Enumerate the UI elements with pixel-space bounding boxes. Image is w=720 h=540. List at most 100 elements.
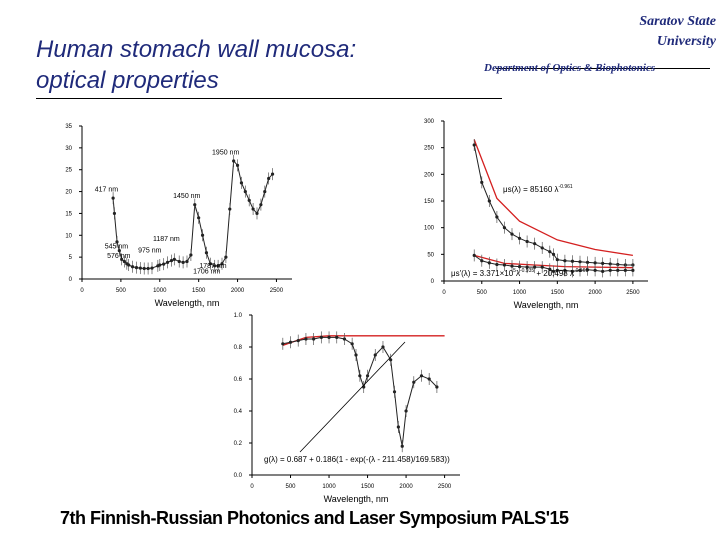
mus-fit-equation: μs(λ) = 85160 λ-0.961 [503,184,573,194]
data-point [365,374,370,378]
data-point [555,258,559,262]
data-point [585,260,590,264]
data-point [540,246,544,250]
x-tick-label: 2000 [231,288,245,294]
y-tick-label: 25 [65,168,72,174]
data-point [396,425,400,429]
data-point [502,263,507,267]
slide-title: Human stomach wall mucosa: optical prope… [36,34,356,96]
y-tick-label: 200 [424,172,435,178]
data-point [220,262,224,266]
data-point [172,257,176,261]
y-tick-label: 5 [69,255,73,261]
data-point [130,265,135,269]
data-point [593,261,597,265]
x-tick-label: 1000 [322,484,336,490]
data-point [525,265,529,269]
y-tick-label: 15 [65,211,72,217]
x-tick-label: 2500 [270,288,284,294]
g-fit-equation: g(λ) = 0.687 + 0.186(1 - exp(-(λ - 211.4… [264,455,450,464]
university-line2: University [656,34,716,49]
data-point [389,358,393,362]
peak-label: 417 nm [95,187,119,194]
data-point [601,269,605,273]
fit-curve [473,139,633,257]
data-point [134,266,139,270]
x-tick-label: 0 [250,484,254,490]
data-point [502,226,507,230]
data-point [150,266,154,270]
data-point [232,159,236,163]
data-point [162,262,166,266]
mus-prime-term2: + 20.498 λ [534,269,574,278]
data-point [228,207,232,211]
data-point [189,253,193,257]
department-name: Department of Optics & Biophotonics [484,62,656,74]
data-point [263,189,267,194]
data-point [243,189,247,194]
x-tick-label: 0 [442,290,446,296]
peak-label: 975 nm [138,247,162,254]
y-tick-label: 150 [424,199,435,205]
data-point [120,257,124,261]
data-point [197,216,201,220]
data-point [138,266,142,270]
data-point [631,268,635,272]
data-point [551,269,556,273]
x-tick-label: 2000 [588,290,602,296]
scattering-chart: 0 500 1000 1500 2000 2500 0 50 100 150 200 250 300 Wa… [424,119,648,310]
data-point [181,260,185,264]
y-tick-label: 30 [65,146,72,152]
y-tick-label: 0.2 [234,441,243,447]
data-point [204,251,209,255]
x-tick-label: 1500 [361,484,375,490]
data-point [354,353,358,357]
data-point [427,377,431,381]
y-tick-label: 0.0 [234,473,243,479]
peak-label: 545 nm [105,243,129,250]
x-axis-title: Wavelength, nm [324,494,389,504]
peak-label: 576 nm [107,253,131,260]
data-point [495,262,499,267]
data-point [117,248,121,253]
data-point [578,260,582,264]
data-point [608,268,612,272]
series-line [282,336,438,447]
data-point [288,340,293,344]
data-point [224,255,228,259]
mus-prime-power: 5 [513,268,516,274]
data-point [533,265,537,269]
peak-label: 1950 nm [212,149,239,156]
data-point [392,390,397,394]
data-point [304,337,308,341]
data-point [487,261,491,265]
data-point [327,335,331,339]
data-point [510,264,514,268]
footer-conference: 7th Finnish-Russian Photonics and Laser … [60,508,569,528]
y-tick-label: 0.4 [234,409,243,415]
data-point [472,253,476,257]
university-name: Saratov State University [516,12,716,52]
data-point [208,262,212,266]
data-point [296,339,300,343]
data-point [251,207,255,211]
data-point [487,199,491,203]
y-tick-label: 300 [424,119,435,125]
data-point [270,172,275,176]
x-tick-label: 2500 [626,290,640,296]
data-point [312,337,316,341]
data-point [419,374,424,378]
university-divider [496,68,710,69]
data-point [165,260,170,264]
x-tick-label: 500 [286,484,297,490]
data-point [335,335,339,339]
data-point [146,266,150,271]
data-point [533,242,537,246]
data-point [373,353,377,357]
data-point [517,265,522,269]
data-point [158,263,162,267]
data-point [169,259,174,263]
data-point [281,342,285,346]
